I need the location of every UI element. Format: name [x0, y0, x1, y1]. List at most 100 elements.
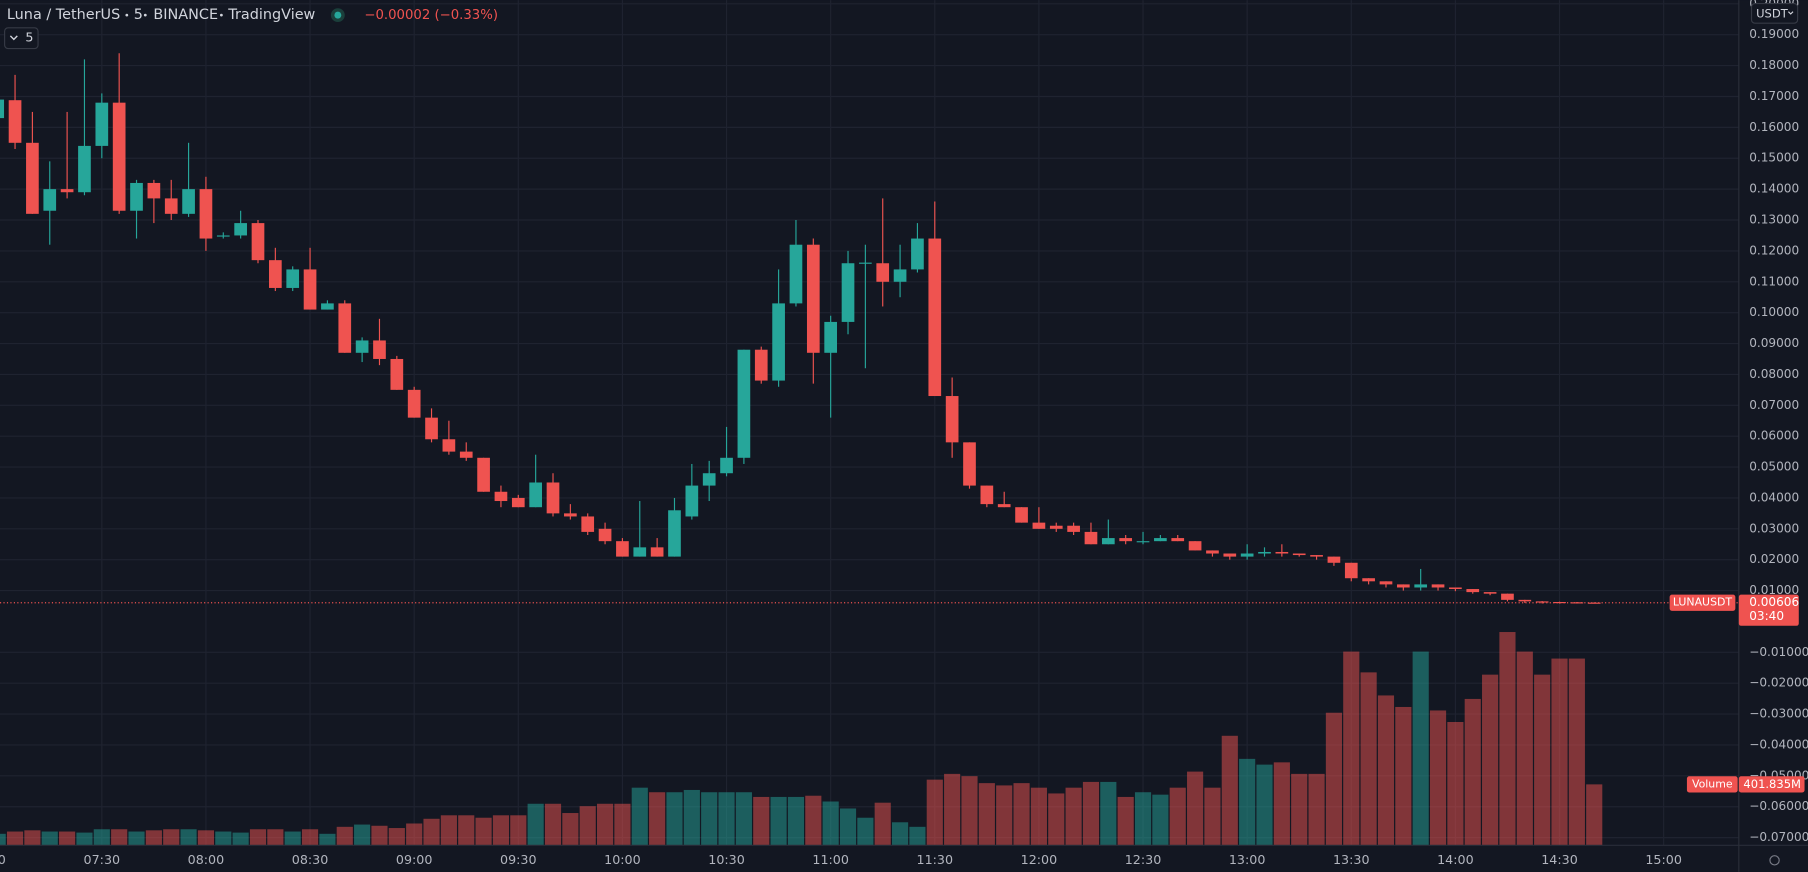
x-tick-label: 08:30 — [292, 852, 329, 867]
volume-bar — [961, 776, 978, 846]
candle-body — [1449, 587, 1462, 590]
exchange: BINANCE — [153, 7, 218, 23]
candle-body — [1414, 584, 1428, 588]
candle-body — [737, 349, 751, 458]
volume-bar — [770, 796, 787, 846]
volume-bar — [1100, 781, 1117, 846]
candle-body — [494, 491, 508, 502]
volume-bar — [822, 801, 839, 846]
volume-bar — [1030, 787, 1047, 846]
y-tick-label: −0.03000 — [1749, 707, 1808, 721]
candle-body — [477, 457, 490, 492]
volume-bar — [336, 826, 353, 846]
x-tick-label: 10:00 — [604, 852, 641, 867]
candle-body — [945, 396, 959, 443]
volume-bar — [111, 829, 128, 846]
candle-body — [997, 504, 1011, 508]
candle-body — [911, 238, 924, 270]
status-dot — [334, 11, 342, 19]
volume-bar — [319, 833, 336, 846]
x-tick-label: 07:30 — [84, 852, 121, 867]
volume-bar — [1134, 792, 1152, 846]
x-tick-label: 11:00 — [812, 852, 849, 867]
candle-body — [616, 541, 629, 557]
candle-body — [1483, 592, 1497, 594]
volume-bar — [1568, 658, 1585, 846]
volume-bar — [683, 789, 700, 846]
candle-body — [43, 189, 57, 211]
candle-body — [355, 340, 369, 353]
candle-body — [859, 262, 872, 264]
y-tick-label: 0.01000 — [1749, 583, 1799, 597]
candle-body — [321, 303, 334, 310]
candle-body — [1223, 553, 1237, 557]
candle-body — [130, 182, 143, 211]
volume-name-tag — [1686, 776, 1738, 793]
candle-body — [1310, 555, 1323, 557]
candle-body — [702, 473, 716, 486]
x-tick-label: 11:30 — [917, 852, 954, 867]
candle-body — [1154, 538, 1167, 542]
volume-bar — [145, 830, 162, 846]
candle-body — [772, 303, 785, 381]
volume-bar — [1586, 784, 1603, 846]
settings-icon[interactable] — [1769, 855, 1780, 866]
y-tick-label: −0.01000 — [1749, 645, 1808, 659]
volume-bar — [197, 830, 215, 846]
candle-body — [112, 102, 126, 211]
volume-bar — [805, 795, 822, 846]
candle-body — [425, 417, 438, 440]
volume-bar — [1239, 758, 1256, 846]
candle-body — [1101, 538, 1115, 545]
candle-body — [1258, 551, 1271, 554]
volume-bar — [1464, 698, 1481, 846]
candle-body — [1067, 525, 1080, 532]
volume-bar — [631, 787, 648, 846]
volume-bar — [1516, 651, 1533, 846]
candle-body — [1188, 541, 1202, 551]
volume-bar — [267, 829, 284, 846]
volume-bar — [6, 831, 24, 846]
y-tick-label: 0.03000 — [1749, 521, 1799, 535]
volume-bar — [718, 792, 735, 846]
interval-toggle[interactable]: 5 — [4, 27, 39, 50]
x-tick-label: 14:00 — [1437, 852, 1474, 867]
source: TradingView — [227, 7, 315, 23]
volume-bar — [1377, 695, 1395, 846]
separator — [125, 13, 129, 17]
volume-bar — [423, 818, 440, 846]
candle-body — [668, 510, 681, 557]
volume-bar — [24, 830, 41, 846]
volume-bar — [562, 813, 579, 846]
candle-body — [234, 223, 247, 236]
volume-bar — [753, 796, 770, 846]
volume-bar — [1221, 735, 1238, 846]
candle-body — [303, 269, 317, 310]
candle-body — [390, 358, 404, 390]
currency: USDT — [1756, 6, 1789, 20]
x-tick-label: 08:00 — [188, 852, 225, 867]
candle-body — [720, 457, 733, 474]
currency-button[interactable]: USDT — [1750, 3, 1799, 24]
volume-bar — [892, 822, 909, 846]
volume-bar — [1325, 712, 1342, 846]
x-tick-label: 10:30 — [708, 852, 745, 867]
candle-body — [164, 198, 178, 214]
y-tick-label: 0.04000 — [1749, 490, 1799, 504]
volume-bar — [1499, 632, 1516, 846]
y-tick-label: 0.13000 — [1749, 213, 1799, 227]
candle-body — [598, 528, 612, 542]
candle-body — [442, 439, 456, 452]
volume-bar — [527, 803, 544, 846]
volume-bar — [666, 792, 683, 846]
interval-toggle-box[interactable] — [4, 27, 39, 50]
candle-body — [893, 269, 907, 282]
volume-bar — [839, 808, 857, 846]
candle-body — [0, 99, 5, 119]
candle-body — [1553, 601, 1566, 604]
y-tick-label: 0.11000 — [1749, 274, 1799, 288]
symbol-tag-label: LUNAUSDT — [1673, 596, 1733, 609]
volume-bar — [1169, 787, 1186, 846]
currency-box[interactable] — [1750, 3, 1799, 24]
